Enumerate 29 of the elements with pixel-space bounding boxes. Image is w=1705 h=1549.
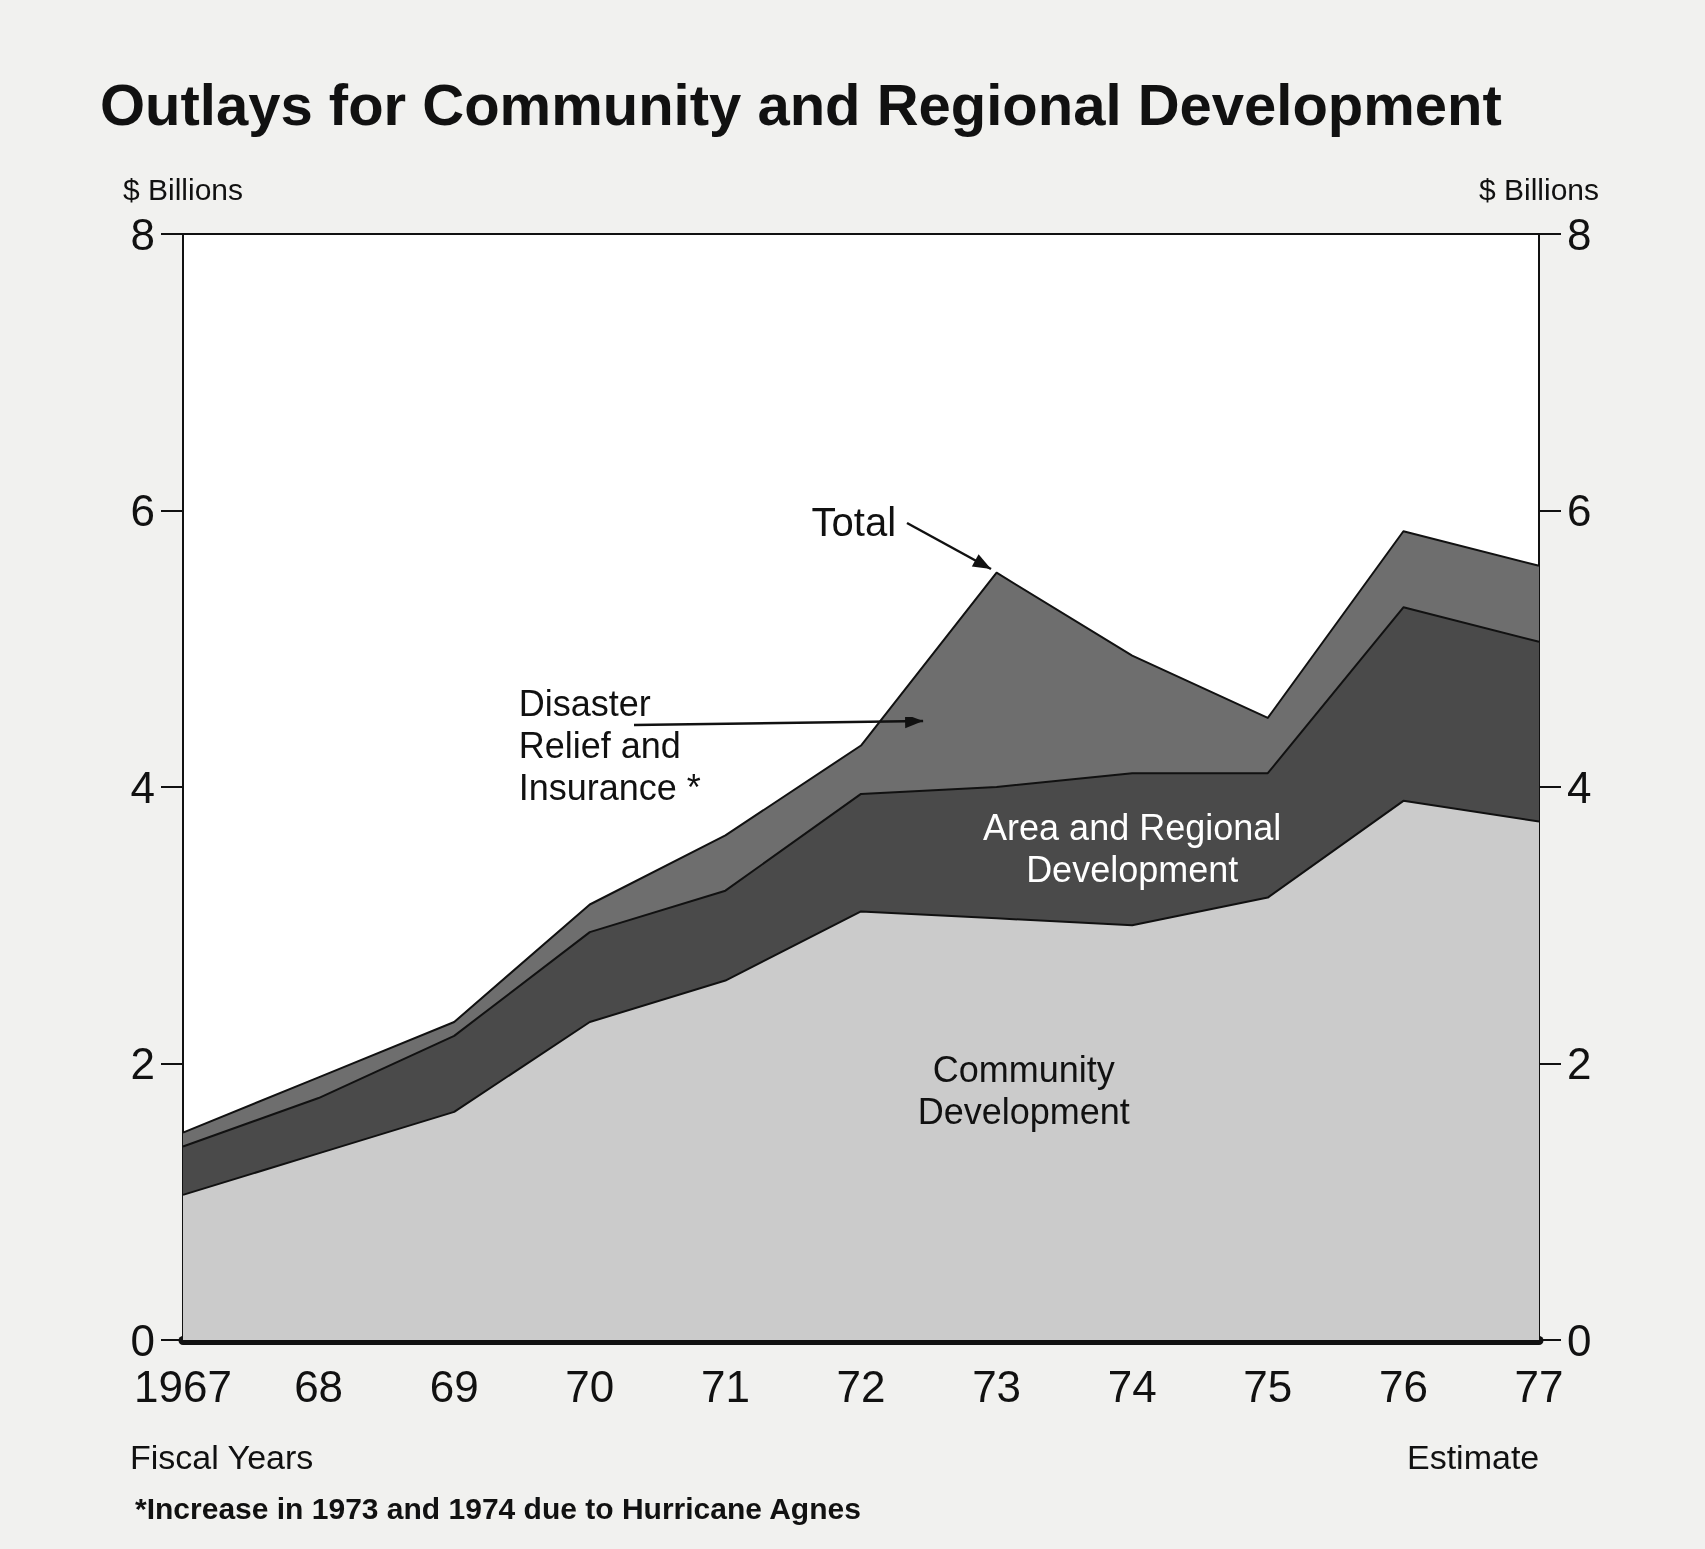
chart-title: Outlays for Community and Regional Development	[100, 71, 1502, 137]
x-axis-title: Fiscal Years	[130, 1438, 314, 1477]
annotation: Total	[811, 500, 897, 546]
y-tick-label: 8	[130, 209, 155, 259]
x-tick-label: 69	[429, 1361, 479, 1411]
y-tick-label: 2	[130, 1039, 155, 1088]
y2-tick-label: 4	[1567, 762, 1592, 812]
x-tick-label: 74	[1107, 1361, 1157, 1411]
series-label: Disaster Relief and Insurance *	[518, 682, 702, 809]
series-label: Area and Regional Development	[982, 807, 1283, 892]
y-tick-label: 6	[130, 486, 155, 535]
x-tick-label: 73	[972, 1361, 1022, 1411]
x-tick-label: 68	[294, 1361, 344, 1411]
x-tick-label: 70	[565, 1361, 615, 1411]
text: *Increase in 1973 and 1974 due to Hurricane Agnes	[135, 1492, 861, 1526]
y2-axis-title: $ Billions	[1479, 172, 1600, 206]
y2-tick-label: 2	[1567, 1039, 1592, 1088]
x-tick-label: 72	[836, 1361, 886, 1411]
y-axis-title: $ Billions	[122, 172, 243, 206]
y-tick-label: 4	[130, 762, 155, 812]
x-tick-label: 75	[1243, 1361, 1293, 1411]
y2-tick-label: 0	[1567, 1315, 1592, 1365]
x-tick-label: 77	[1514, 1361, 1564, 1411]
x-tick-label: 71	[700, 1361, 750, 1411]
series-label: Community Development	[916, 1049, 1131, 1134]
y2-tick-label: 6	[1567, 486, 1592, 535]
x-tick-label: 76	[1378, 1361, 1428, 1411]
y2-tick-label: 8	[1567, 209, 1592, 259]
text: Estimate	[1407, 1438, 1540, 1477]
